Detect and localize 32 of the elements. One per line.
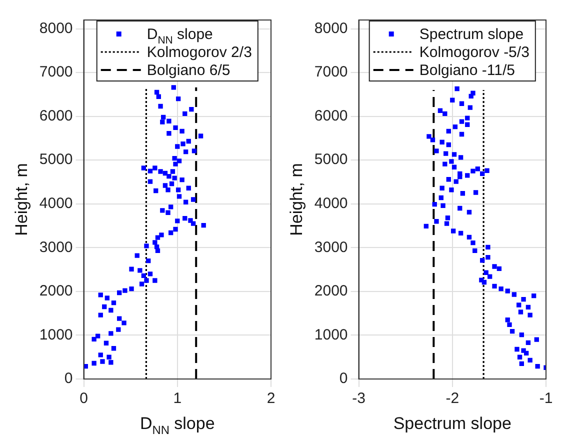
y-tick-label: 4000 [314,195,348,212]
x-tick-label: 1 [173,390,182,408]
x-tick-label: 0 [80,390,88,408]
y-tick-label: 2000 [39,282,73,300]
y-tick-label: 1000 [314,326,348,344]
legend-label: Spectrum slope [419,26,524,43]
y-tick-label: 2000 [314,282,348,300]
y-tick-label: 7000 [39,64,73,81]
x-tick-label: -1 [539,390,553,408]
y-tick-label: 8000 [39,20,73,37]
legend-label: Bolgiano -11/5 [419,62,515,79]
y-tick-label: 6000 [39,107,73,124]
x-axis-title: Spectrum slope [393,414,512,433]
y-tick-label: 1000 [39,326,73,344]
x-tick-label: -2 [446,390,460,408]
y-axis-title: Height, m [12,163,31,236]
legend-label: Bolgiano 6/5 [146,62,230,79]
y-tick-label: 5000 [314,151,348,168]
x-tick-label: -3 [352,390,366,408]
y-tick-label: 5000 [39,151,73,168]
y-tick-label: 7000 [314,64,348,81]
y-tick-label: 6000 [314,107,348,124]
y-axis-title: Height, m [286,163,306,236]
y-tick-label: 4000 [39,195,73,212]
x-tick-label: 2 [266,390,276,408]
y-tick-label: 0 [339,370,348,388]
y-tick-label: 0 [64,370,73,388]
y-tick-label: 3000 [39,238,73,256]
legend-label: Kolmogorov -5/3 [419,44,530,61]
legend-label: Kolmogorov 2/3 [146,44,252,61]
y-tick-label: 3000 [314,238,348,256]
y-tick-label: 8000 [314,20,348,37]
